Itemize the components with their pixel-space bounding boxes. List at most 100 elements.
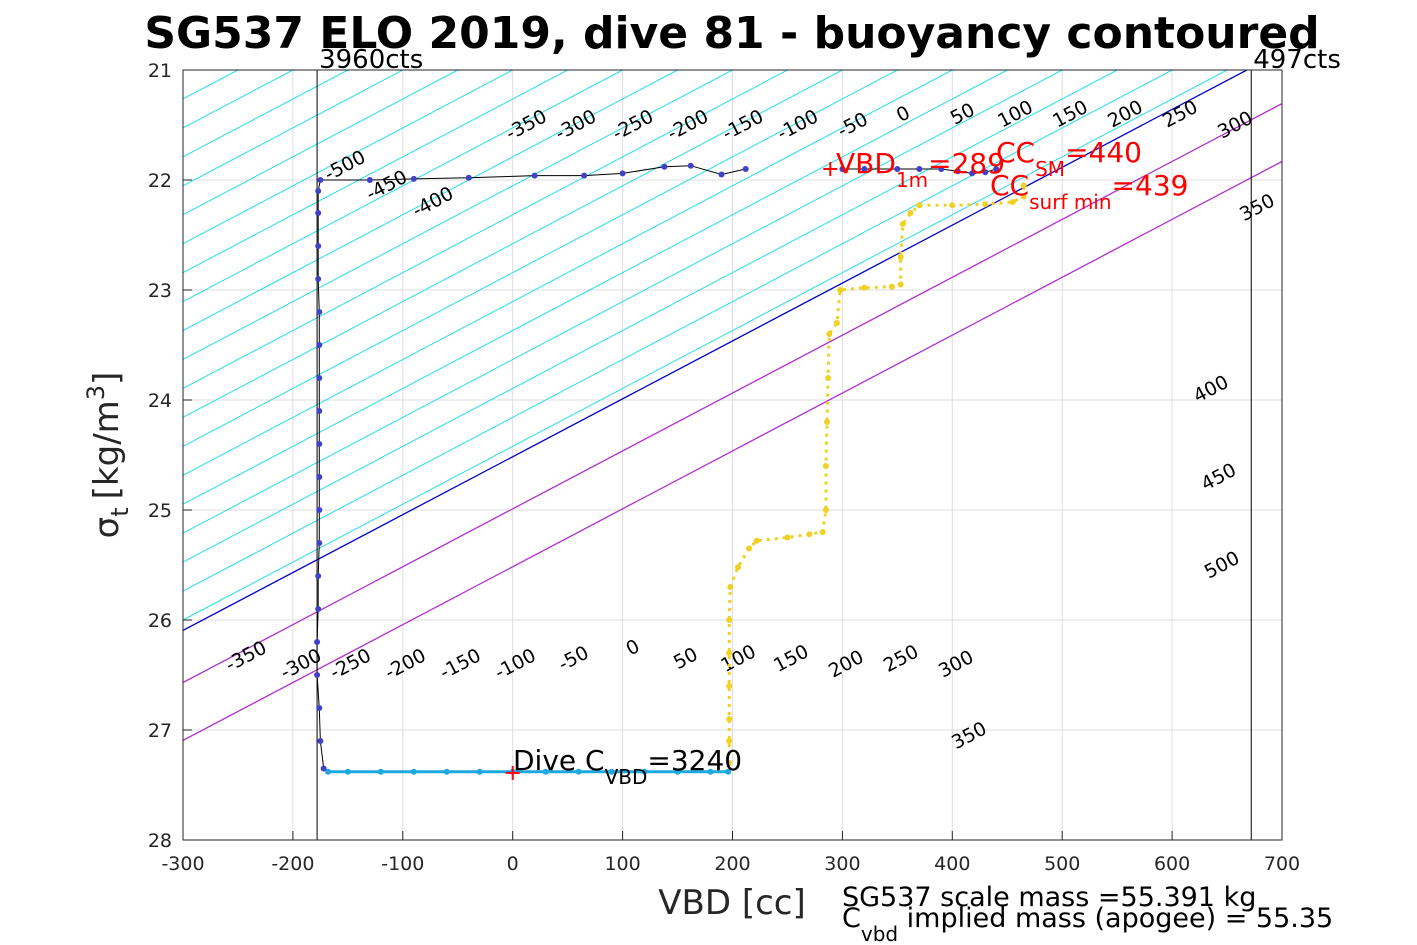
series-dive-point [742,166,749,172]
contour-label: -100 [774,105,822,145]
series-climb-point [897,281,904,288]
buoyancy-contour [183,70,349,158]
scale-mass-text: SG537 scale mass =55.391 kg [842,882,1256,913]
buoyancy-contour [183,70,1008,505]
contour-label: 200 [825,646,867,682]
series-dive-point [316,474,323,480]
cc-sm-annotation: CCSM=440 [996,136,1142,181]
y-axis-sub: t [106,507,134,516]
cc-sm-sub: SM [1035,157,1065,181]
series-climb-point [726,650,733,656]
series-surface-point [839,166,846,172]
series-climb-point [1020,193,1027,200]
series-apogee-point [476,768,483,775]
vbd-1m-annotation: VBD1m=289 [836,147,1005,192]
x-tick-label: -100 [381,853,424,875]
contour-label: 50 [670,643,702,674]
series-dive-point [315,243,322,249]
series-climb-point [822,463,829,469]
series-climb-point [916,202,923,209]
series-climb-point [726,738,733,744]
implied-mass-rest: implied mass (apogee) = 55.35 [898,903,1333,934]
contour-label: -450 [363,166,411,206]
series-climb-point [825,375,832,381]
contour-label: 300 [935,646,977,682]
contour-label: 300 [1214,107,1256,143]
series-apogee-point [674,768,681,775]
cc-sm-main: CC [996,136,1035,169]
series-climb-point [806,531,813,538]
x-tick-label: 600 [1154,853,1190,875]
contour-label: -350 [222,637,270,677]
buoyancy-contour [183,70,733,361]
series-dive-point [315,210,322,216]
series-climb-point [1020,182,1027,189]
series-dive-point [316,408,323,414]
implied-mass-main: C [842,903,861,934]
y-axis-label: σt [kg/m3] [82,372,134,539]
series-apogee-point [608,768,615,775]
series-apogee-point [410,768,417,775]
series-climb-point [726,716,733,722]
data-series [314,162,1027,775]
x-tick-label: 500 [1044,853,1080,875]
series-surface-point [894,166,901,172]
contour-neutral [183,70,1248,632]
series-dive-point [317,177,324,183]
buoyancy-contour [183,70,568,274]
cc-surf-value: =439 [1112,169,1189,202]
dive-cvbd-value: =3240 [647,744,742,777]
x-tick-label: -300 [161,853,204,875]
series-dive-point [366,177,373,183]
series-dive-point [531,172,538,179]
implied-mass-sub: vbd [861,922,898,945]
series-climb-point [745,545,752,552]
series-dive-point [619,170,626,177]
series-climb-point [1009,199,1016,205]
contour-label: -200 [381,644,429,684]
series-dive-point [316,441,323,447]
contour-SM [183,102,1282,684]
series-climb-point [753,537,760,544]
buoyancy-contour [183,70,513,245]
y-tick-label: 21 [148,60,172,82]
series-climb-point [897,254,904,260]
series-dive-point [314,639,321,645]
series-climb-point [819,529,826,535]
series-dive-point [316,705,323,711]
cc-surf-sub: surf min [1029,190,1111,214]
x-tick-label: 200 [714,853,750,875]
series-apogee-point [542,768,549,775]
y-axis-unit: [kg/m [87,400,127,499]
dive-cvbd-main: Dive C [513,744,605,777]
vbd-1m-value: =289 [928,147,1005,180]
buoyancy-contour [183,70,1228,621]
buoyancy-contour [183,70,953,476]
buoyancy-contour [183,70,788,389]
contour-label: -200 [664,105,712,145]
y-tick-labels: 21 22 23 24 25 26 27 28 [148,60,192,852]
cc-surf-annotation: CCsurf min=439 [990,169,1188,214]
series-climb-point [727,584,734,590]
series-dive-point [465,174,472,181]
series-surface-point [969,170,976,177]
series-dive-point [315,573,322,579]
series-dive-point [320,765,327,772]
series-surface-point [916,166,923,172]
series-surface-point [993,166,1000,172]
series-climb-point [833,320,840,326]
contour-label: 250 [880,641,922,677]
contour-label: -350 [502,105,550,145]
implied-mass-text: Cvbd implied mass (apogee) = 55.35 [842,903,1333,945]
buoyancy-contour [0,70,73,840]
series-climb-point [826,331,833,337]
y-tick-label: 25 [148,500,172,522]
series-dive-point [718,171,725,178]
buoyancy-contour [183,70,623,303]
contour-label: 400 [1190,371,1232,407]
y-axis-sup: 3 [82,385,110,400]
series-apogee-point [575,768,582,775]
series-climb-line [727,185,1026,763]
dive-cvbd-sub: VBD [605,765,648,789]
